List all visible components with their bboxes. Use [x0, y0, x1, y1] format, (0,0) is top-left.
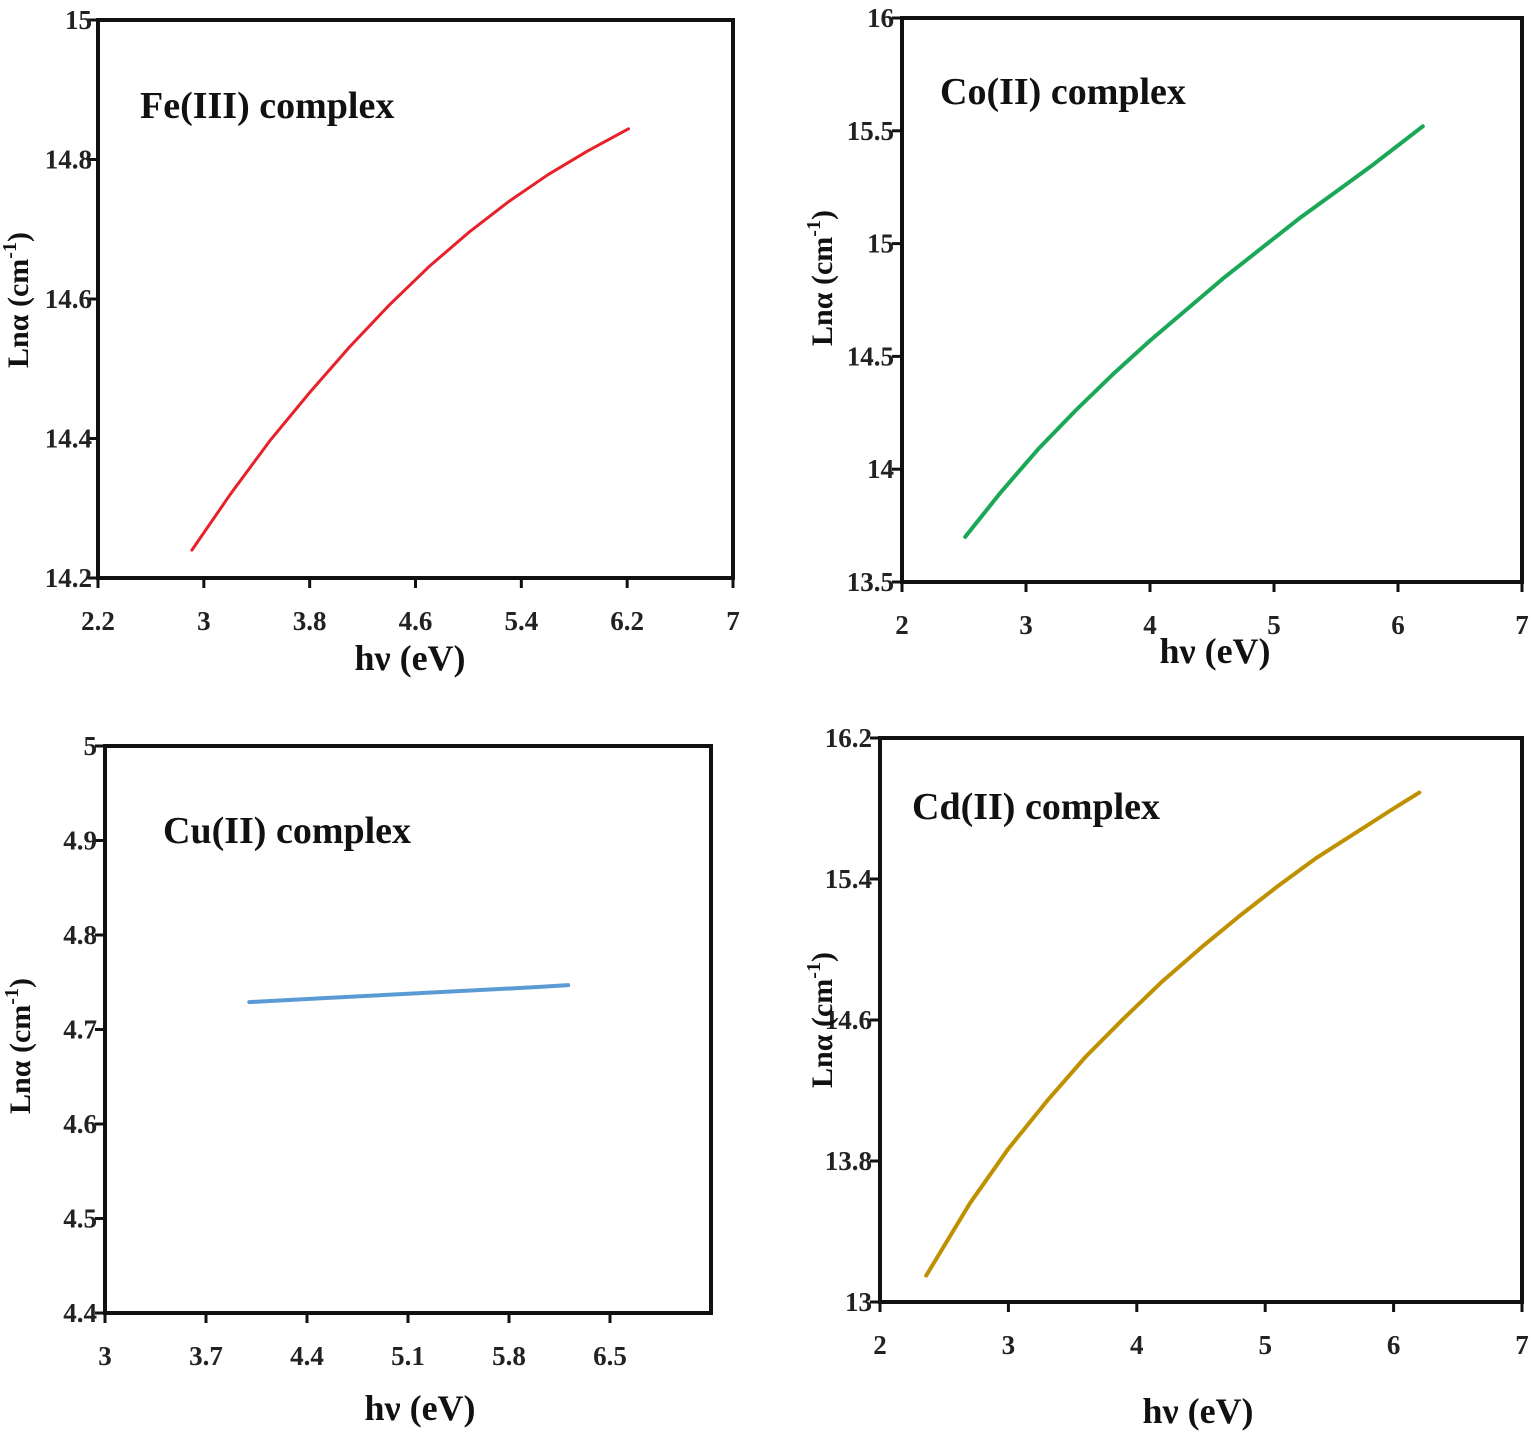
x-tick-label: 2 [873, 1330, 887, 1360]
x-tick-label: 4.6 [399, 606, 433, 636]
panel-title: Cd(II) complex [912, 786, 1160, 828]
x-tick-label: 3.7 [189, 1341, 223, 1371]
y-axis-title-close: ) [2, 232, 35, 242]
x-tick-label: 5 [1267, 610, 1281, 640]
data-line-fe [190, 127, 630, 552]
y-axis-title-superscript: -1 [0, 242, 21, 259]
y-tick-label: 4.6 [63, 1109, 97, 1139]
x-tick-label: 5 [1258, 1330, 1272, 1360]
x-axis-title: hν (eV) [1159, 631, 1270, 671]
y-tick-label: 4.8 [63, 920, 97, 950]
y-tick-label: 4.9 [63, 826, 97, 856]
x-tick-label: 5.8 [492, 1341, 526, 1371]
chart-cu: 3 3.7 4.4 5.1 5.8 6.5 4.4 4.5 4.6 4.7 4.8 4.9 5 Cu(II… [1, 731, 713, 1428]
y-tick-label: 15.4 [825, 864, 872, 894]
y-tick-label: 14.2 [45, 563, 92, 593]
chart-co: 2 3 4 5 6 7 13.5 14 14.5 15 15.5 16 Co(II) complex hν… [803, 3, 1529, 671]
x-tick-label: 4 [1130, 1330, 1144, 1360]
x-tick-label: 5.4 [504, 606, 538, 636]
panel-title: Fe(III) complex [140, 85, 394, 127]
y-tick-label: 15 [65, 5, 92, 35]
x-tick-label: 3 [1002, 1330, 1016, 1360]
y-axis-title-superscript: -1 [803, 220, 825, 237]
x-tick-label: 7 [1515, 610, 1529, 640]
y-axis-title-main: Lnα (cm [806, 979, 839, 1088]
y-axis-title-close: ) [4, 978, 37, 988]
y-axis-title: Lnα (cm-1) [803, 952, 839, 1088]
y-tick-label: 13.8 [825, 1146, 872, 1176]
y-axis-title-superscript: -1 [803, 962, 825, 979]
panel-title: Cu(II) complex [163, 810, 411, 852]
x-tick-label: 2 [895, 610, 909, 640]
x-axis-title: hν (eV) [354, 638, 465, 678]
x-tick-label: 4.4 [290, 1341, 324, 1371]
x-tick-label: 6.2 [610, 606, 644, 636]
y-axis-title-main: Lnα (cm [2, 259, 35, 368]
y-axis-title-superscript: -1 [1, 988, 23, 1005]
y-tick-label: 14.8 [45, 145, 92, 175]
panel-title: Co(II) complex [940, 71, 1186, 113]
x-tick-label: 3 [1019, 610, 1033, 640]
y-tick-label: 4.4 [63, 1298, 97, 1328]
y-axis-title: Lnα (cm-1) [1, 978, 37, 1114]
y-tick-label: 16.2 [825, 723, 872, 753]
y-tick-label: 13.5 [847, 567, 894, 597]
y-tick-label: 14.6 [45, 284, 92, 314]
data-line-cd [924, 790, 1422, 1278]
x-tick-label: 6.5 [593, 1341, 627, 1371]
x-axis-title: hν (eV) [364, 1388, 475, 1428]
y-axis-title: Lnα (cm-1) [0, 232, 35, 368]
y-tick-label: 14.4 [45, 424, 92, 454]
x-axis-title: hν (eV) [1142, 1391, 1253, 1431]
x-tick-label: 2.2 [81, 606, 115, 636]
y-tick-label: 15.5 [847, 116, 894, 146]
x-tick-label: 3.8 [293, 606, 327, 636]
y-axis-title-main: Lnα (cm [4, 1005, 37, 1114]
data-line-co [963, 124, 1425, 539]
x-tick-label: 7 [726, 606, 740, 636]
y-axis-title-main: Lnα (cm [806, 237, 839, 346]
x-tick-label: 7 [1515, 1330, 1529, 1360]
y-tick-label: 4.5 [63, 1204, 97, 1234]
x-tick-label: 4 [1143, 610, 1157, 640]
y-axis-title: Lnα (cm-1) [803, 210, 839, 346]
x-tick-label: 3 [197, 606, 211, 636]
x-tick-label: 6 [1391, 610, 1405, 640]
x-tick-label: 3 [98, 1341, 112, 1371]
y-axis-title-close: ) [806, 210, 839, 220]
y-tick-label: 4.7 [63, 1015, 97, 1045]
chart-fe: 2.2 3 3.8 4.6 5.4 6.2 7 14.2 14.4 14.6 14.8 15 Fe(II… [0, 5, 740, 678]
x-tick-label: 5.1 [391, 1341, 425, 1371]
y-tick-label: 14.6 [825, 1005, 872, 1035]
chart-cd: 2 3 4 5 6 7 13 13.8 14.6 15.4 16.2 Cd(II) complex hν… [803, 723, 1529, 1431]
data-line-cu [247, 983, 571, 1005]
y-tick-label: 16 [867, 3, 894, 33]
x-tick-label: 6 [1387, 1330, 1401, 1360]
y-axis-title-close: ) [806, 952, 839, 962]
plot-frame [900, 16, 1524, 584]
y-tick-label: 14.5 [847, 341, 894, 371]
y-tick-label: 5 [84, 731, 98, 761]
y-tick-label: 14 [867, 454, 894, 484]
y-tick-label: 15 [867, 229, 894, 259]
y-tick-label: 13 [845, 1287, 872, 1317]
